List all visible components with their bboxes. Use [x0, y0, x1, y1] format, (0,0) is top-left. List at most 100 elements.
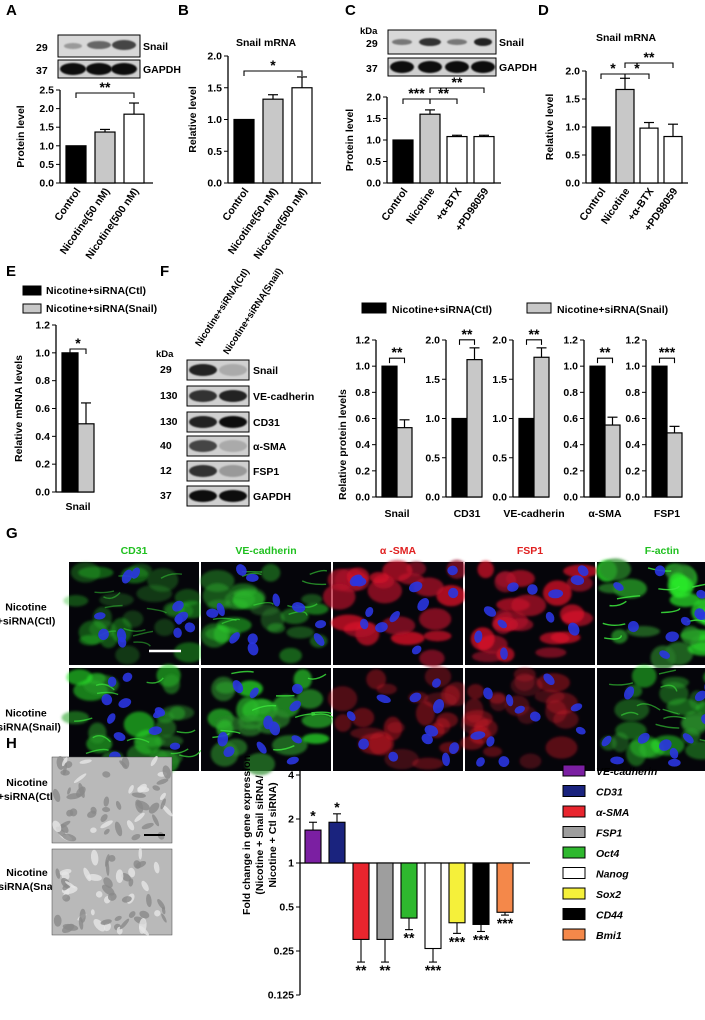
cell: [103, 828, 110, 835]
y-tick-label: 0.0: [492, 492, 507, 504]
nucleus: [256, 741, 267, 754]
stain-fiber: [699, 738, 705, 742]
nucleus: [665, 631, 679, 642]
cell: [79, 908, 86, 923]
kda-header: kDa: [360, 26, 378, 37]
cell: [128, 878, 134, 887]
y-tick-label: 2: [288, 814, 294, 826]
cell: [95, 891, 103, 898]
y-axis-label: Relative mRNA levels: [13, 355, 25, 462]
stain: [350, 727, 385, 740]
blot-band: [219, 416, 247, 428]
y-tick-label: 1.0: [563, 361, 578, 373]
nucleus: [365, 607, 374, 617]
y-tick-label: 1.0: [39, 140, 54, 152]
stain-fiber: [170, 748, 189, 755]
cell: [62, 923, 79, 931]
panel-g-microscopy: CD31 VE-cadherin α -SMA FSP1 F-actin Nicotine…: [0, 545, 705, 776]
x-tick-label: Snail: [65, 501, 90, 513]
phase-image: [51, 755, 173, 844]
nucleus: [668, 758, 681, 767]
nucleus: [375, 622, 388, 633]
y-tick-label: 1.5: [207, 82, 222, 94]
nucleus: [314, 620, 327, 629]
nucleus: [286, 756, 299, 765]
legend-swatch: [562, 908, 586, 920]
stain: [413, 577, 444, 597]
stain-fiber: [231, 670, 254, 675]
blot-band: [471, 61, 495, 73]
y-tick-label: 0.0: [355, 492, 370, 504]
stain-fiber: [85, 748, 109, 755]
cell: [152, 785, 161, 791]
stain: [301, 713, 334, 729]
legend-label: VE-cadherin: [596, 766, 657, 778]
cell: [153, 861, 160, 874]
stain: [613, 578, 647, 599]
x-tick-label: Snail: [384, 508, 409, 520]
panel-c-blots: kDa 29 37 Snail GAPDH: [360, 26, 537, 77]
legend-swatch: [22, 285, 42, 296]
subchart-0: 0.0 0.2 0.4 0.6 0.8 1.0 1.2 Snail **: [355, 335, 413, 520]
chart-e: 0.0 0.2 0.4 0.6 0.8 1.0 1.2 Relative mRNA level…: [13, 320, 95, 513]
stain: [330, 614, 366, 632]
stain-fiber: [221, 618, 241, 625]
blot-band: [189, 490, 217, 502]
bar: [472, 862, 490, 925]
subchart-4: 0.0 0.2 0.4 0.6 0.8 1.0 1.2 FSP1 ***: [625, 335, 683, 520]
y-tick-label: 0.8: [625, 387, 640, 399]
chart-title-d: Snail mRNA: [596, 32, 657, 44]
nucleus: [173, 627, 182, 638]
panel-f-blots: Nicotine+siRNA(Ctl) Nicotine+siRNA(Snail…: [156, 266, 314, 507]
stain-fiber: [103, 592, 121, 600]
y-tick-label: 0.0: [563, 492, 578, 504]
stain-fiber: [620, 711, 639, 716]
cell: [115, 869, 124, 883]
x-tick-label: Control: [52, 186, 83, 224]
legend-swatch: [361, 302, 387, 314]
cell: [160, 798, 166, 810]
y-tick-label: 1.2: [563, 335, 578, 347]
stain: [553, 710, 579, 729]
sig-label: ***: [659, 344, 676, 360]
row-label-line: Nicotine: [5, 602, 47, 614]
y-tick-label: 0.6: [355, 413, 370, 425]
nucleus: [249, 687, 259, 699]
nucleus: [148, 726, 162, 735]
sig-label: ***: [449, 933, 466, 949]
blot-label: GAPDH: [253, 491, 291, 503]
nucleus: [388, 751, 399, 762]
stain-fiber: [311, 711, 332, 715]
legend-label: Bmi1: [596, 930, 622, 942]
stain: [681, 625, 701, 646]
nucleus: [623, 686, 635, 700]
nucleus: [701, 714, 705, 725]
stain-fiber: [104, 604, 123, 609]
row-label-line: Nicotine: [5, 708, 47, 720]
blot-band: [419, 38, 441, 46]
stain: [215, 681, 237, 694]
cell: [138, 918, 147, 934]
stain: [419, 649, 445, 667]
stain-fiber: [179, 749, 202, 758]
bar: [396, 427, 413, 498]
nucleus: [432, 699, 445, 714]
blot-band: [445, 61, 469, 73]
bar: [304, 829, 322, 864]
blot-label: GAPDH: [499, 62, 537, 74]
stain: [611, 629, 628, 644]
cell: [100, 820, 113, 829]
y-tick-label: 0.8: [563, 387, 578, 399]
blot-label: Snail: [253, 365, 278, 377]
sig-bracket: [624, 62, 674, 68]
cell: [154, 910, 161, 917]
stain-fiber: [609, 682, 634, 686]
cell: [100, 919, 112, 925]
stain: [301, 593, 323, 605]
stain: [545, 736, 578, 759]
stain-fiber: [146, 677, 164, 684]
stain-fiber: [126, 737, 150, 744]
nucleus: [505, 694, 514, 707]
y-tick-label: 0.2: [563, 465, 578, 477]
